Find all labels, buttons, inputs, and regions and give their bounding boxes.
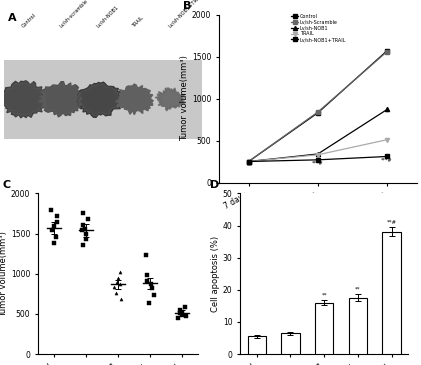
- Y-axis label: Tumor volume(mm³): Tumor volume(mm³): [0, 231, 8, 317]
- Point: [80, 242, 87, 248]
- Text: ***#: ***#: [312, 161, 324, 166]
- Point: [179, 312, 185, 318]
- Point: [118, 296, 125, 302]
- Point: [145, 300, 152, 306]
- Text: C: C: [3, 180, 11, 190]
- Bar: [315, 303, 333, 354]
- Point: [83, 236, 89, 242]
- Point: [176, 307, 183, 313]
- Text: Lv/sh-NOB1+TRAIL: Lv/sh-NOB1+TRAIL: [167, 0, 204, 28]
- Point: [117, 281, 124, 287]
- Y-axis label: Tumor volume(mm³): Tumor volume(mm³): [180, 55, 189, 142]
- Bar: [281, 333, 300, 354]
- Point: [183, 314, 189, 319]
- Text: ***#: ***#: [381, 158, 393, 163]
- Polygon shape: [38, 82, 84, 117]
- Point: [112, 290, 119, 296]
- Legend: Control, Lv/sh-Scramble, Lv/sh-NOB1, TRAIL, Lv/sh-NOB1+TRAIL: Control, Lv/sh-Scramble, Lv/sh-NOB1, TRA…: [290, 14, 347, 43]
- Point: [51, 223, 57, 229]
- Point: [144, 272, 150, 277]
- Point: [182, 304, 189, 310]
- Text: TRAIL: TRAIL: [131, 15, 145, 28]
- Point: [81, 226, 88, 232]
- Text: **#: **#: [386, 220, 397, 225]
- Point: [175, 315, 181, 321]
- Polygon shape: [78, 84, 121, 116]
- Point: [115, 275, 122, 281]
- Point: [54, 213, 61, 219]
- Bar: [382, 232, 401, 354]
- Text: Lv/sh-scramble: Lv/sh-scramble: [58, 0, 88, 28]
- Point: [51, 240, 58, 246]
- Point: [149, 285, 155, 291]
- Polygon shape: [156, 89, 184, 110]
- Text: B: B: [183, 1, 192, 11]
- Point: [47, 207, 54, 212]
- Point: [80, 222, 87, 228]
- Point: [84, 216, 91, 222]
- Text: Lv/sh-NOB1: Lv/sh-NOB1: [96, 4, 120, 28]
- Point: [52, 234, 59, 240]
- Polygon shape: [116, 84, 153, 115]
- Point: [80, 210, 86, 216]
- Text: Control: Control: [21, 12, 37, 28]
- Text: D: D: [210, 180, 219, 190]
- Point: [144, 278, 150, 284]
- Point: [49, 227, 56, 233]
- Polygon shape: [117, 85, 152, 114]
- Bar: [248, 337, 266, 354]
- Point: [179, 310, 186, 315]
- Point: [54, 219, 61, 225]
- Text: **: **: [321, 292, 327, 297]
- Polygon shape: [0, 81, 48, 118]
- Text: **: **: [355, 287, 361, 292]
- Point: [143, 252, 149, 258]
- Point: [78, 227, 85, 233]
- Point: [147, 281, 154, 287]
- Polygon shape: [40, 83, 82, 116]
- Point: [176, 311, 183, 316]
- Point: [117, 269, 123, 275]
- Point: [111, 284, 117, 289]
- FancyBboxPatch shape: [4, 60, 202, 139]
- Text: A: A: [8, 12, 17, 23]
- Polygon shape: [1, 82, 47, 116]
- Point: [151, 292, 157, 298]
- Point: [83, 231, 90, 237]
- Bar: [349, 298, 367, 354]
- Point: [114, 279, 121, 285]
- Y-axis label: Cell apoptosis (%): Cell apoptosis (%): [211, 236, 220, 312]
- Polygon shape: [77, 82, 123, 118]
- Polygon shape: [155, 88, 185, 111]
